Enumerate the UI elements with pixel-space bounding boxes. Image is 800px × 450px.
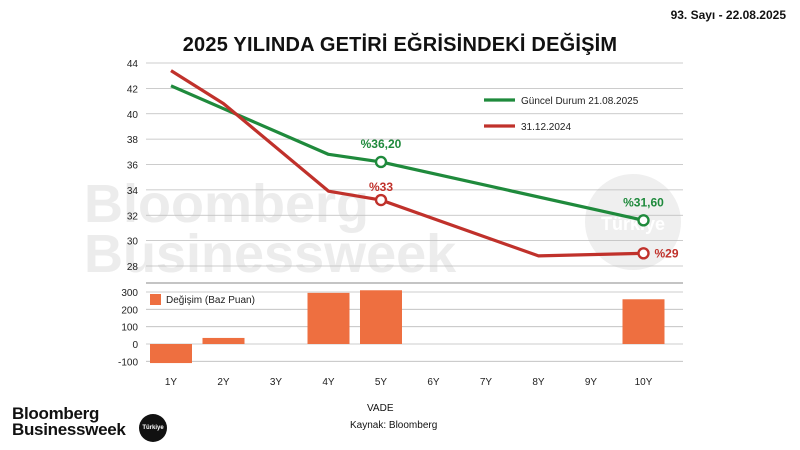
data-label: %33 <box>369 180 393 194</box>
top-y-tick-label: 40 <box>127 110 139 121</box>
data-label: %36,20 <box>361 137 402 151</box>
top-y-tick-label: 36 <box>127 161 139 172</box>
x-axis-label: VADE <box>367 403 394 414</box>
issue-label: 93. Sayı - 22.08.2025 <box>670 8 786 22</box>
watermark-badge-circle <box>585 174 681 270</box>
brand-logo: Bloomberg Businessweek <box>12 404 126 439</box>
series-line-previous <box>170 69 644 258</box>
bottom-y-tick-label: 100 <box>121 323 138 334</box>
top-grid <box>146 62 683 284</box>
data-labels: %36,20 %31,60 %33 %29 <box>361 137 679 260</box>
series-lines <box>170 69 644 258</box>
x-tick-label: 10Y <box>635 377 653 388</box>
marker-point-5Y-current <box>374 155 388 169</box>
change-bar-5Y <box>360 290 402 344</box>
x-tick-label: 1Y <box>165 377 178 388</box>
change-bar-10Y <box>622 299 665 344</box>
change-bar-1Y <box>150 344 192 364</box>
series-points <box>374 155 650 260</box>
watermark-line2: Businessweek <box>84 224 457 284</box>
x-tick-label: 3Y <box>270 377 283 388</box>
data-label: %29 <box>655 246 679 260</box>
legend-swatch-change <box>150 294 161 305</box>
top-y-tick-label: 32 <box>127 211 139 222</box>
bottom-y-tick-label: 300 <box>121 288 138 299</box>
brand-line2: Businessweek <box>12 420 126 439</box>
x-tick-label: 5Y <box>375 377 388 388</box>
top-y-tick-label: 38 <box>127 135 139 146</box>
legend-label-previous: 31.12.2024 <box>521 122 571 133</box>
top-y-tick-label: 34 <box>127 186 139 197</box>
top-y-tick-label: 42 <box>127 84 139 95</box>
brand-line1: Bloomberg <box>12 404 100 423</box>
bottom-y-tick-label: 0 <box>132 340 138 351</box>
change-bar-4Y <box>307 292 350 344</box>
bottom-grid <box>146 291 683 362</box>
top-y-tick-label: 30 <box>127 237 139 248</box>
bottom-y-tick-label: 200 <box>121 305 138 316</box>
x-tick-label: 8Y <box>532 377 545 388</box>
marker-point-5Y-previous <box>374 193 388 207</box>
turkiye-badge: Türkiye <box>139 414 167 442</box>
bottom-y-tick-labels: -100 0 100 200 300 <box>118 288 138 368</box>
series-line-current <box>170 84 644 222</box>
x-tick-labels: 1Y 2Y 3Y 4Y 5Y 6Y 7Y 8Y 9Y 10Y <box>165 377 653 388</box>
x-tick-label: 9Y <box>585 377 598 388</box>
change-bar-2Y <box>202 337 245 344</box>
bottom-y-tick-label: -100 <box>118 357 138 368</box>
change-bars <box>150 290 665 364</box>
top-y-tick-label: 28 <box>127 262 139 273</box>
top-y-tick-labels: 28 30 32 34 36 38 40 42 44 <box>127 59 139 273</box>
legend-label-change: Değişim (Baz Puan) <box>166 295 255 306</box>
source-note: Kaynak: Bloomberg <box>350 420 438 431</box>
marker-point-10Y-previous <box>637 247 650 260</box>
x-tick-label: 7Y <box>480 377 493 388</box>
legend-label-current: Güncel Durum 21.08.2025 <box>521 96 639 107</box>
marker-point-10Y-current <box>637 214 650 227</box>
data-label: %31,60 <box>623 195 664 209</box>
x-tick-label: 2Y <box>217 377 230 388</box>
chart-title: 2025 YILINDA GETİRİ EĞRİSİNDEKİ DEĞİŞİM <box>182 34 618 56</box>
x-tick-label: 6Y <box>427 377 440 388</box>
legend: Güncel Durum 21.08.2025 31.12.2024 Değişim… <box>150 96 639 306</box>
x-tick-label: 4Y <box>322 377 335 388</box>
top-y-tick-label: 44 <box>127 59 139 70</box>
